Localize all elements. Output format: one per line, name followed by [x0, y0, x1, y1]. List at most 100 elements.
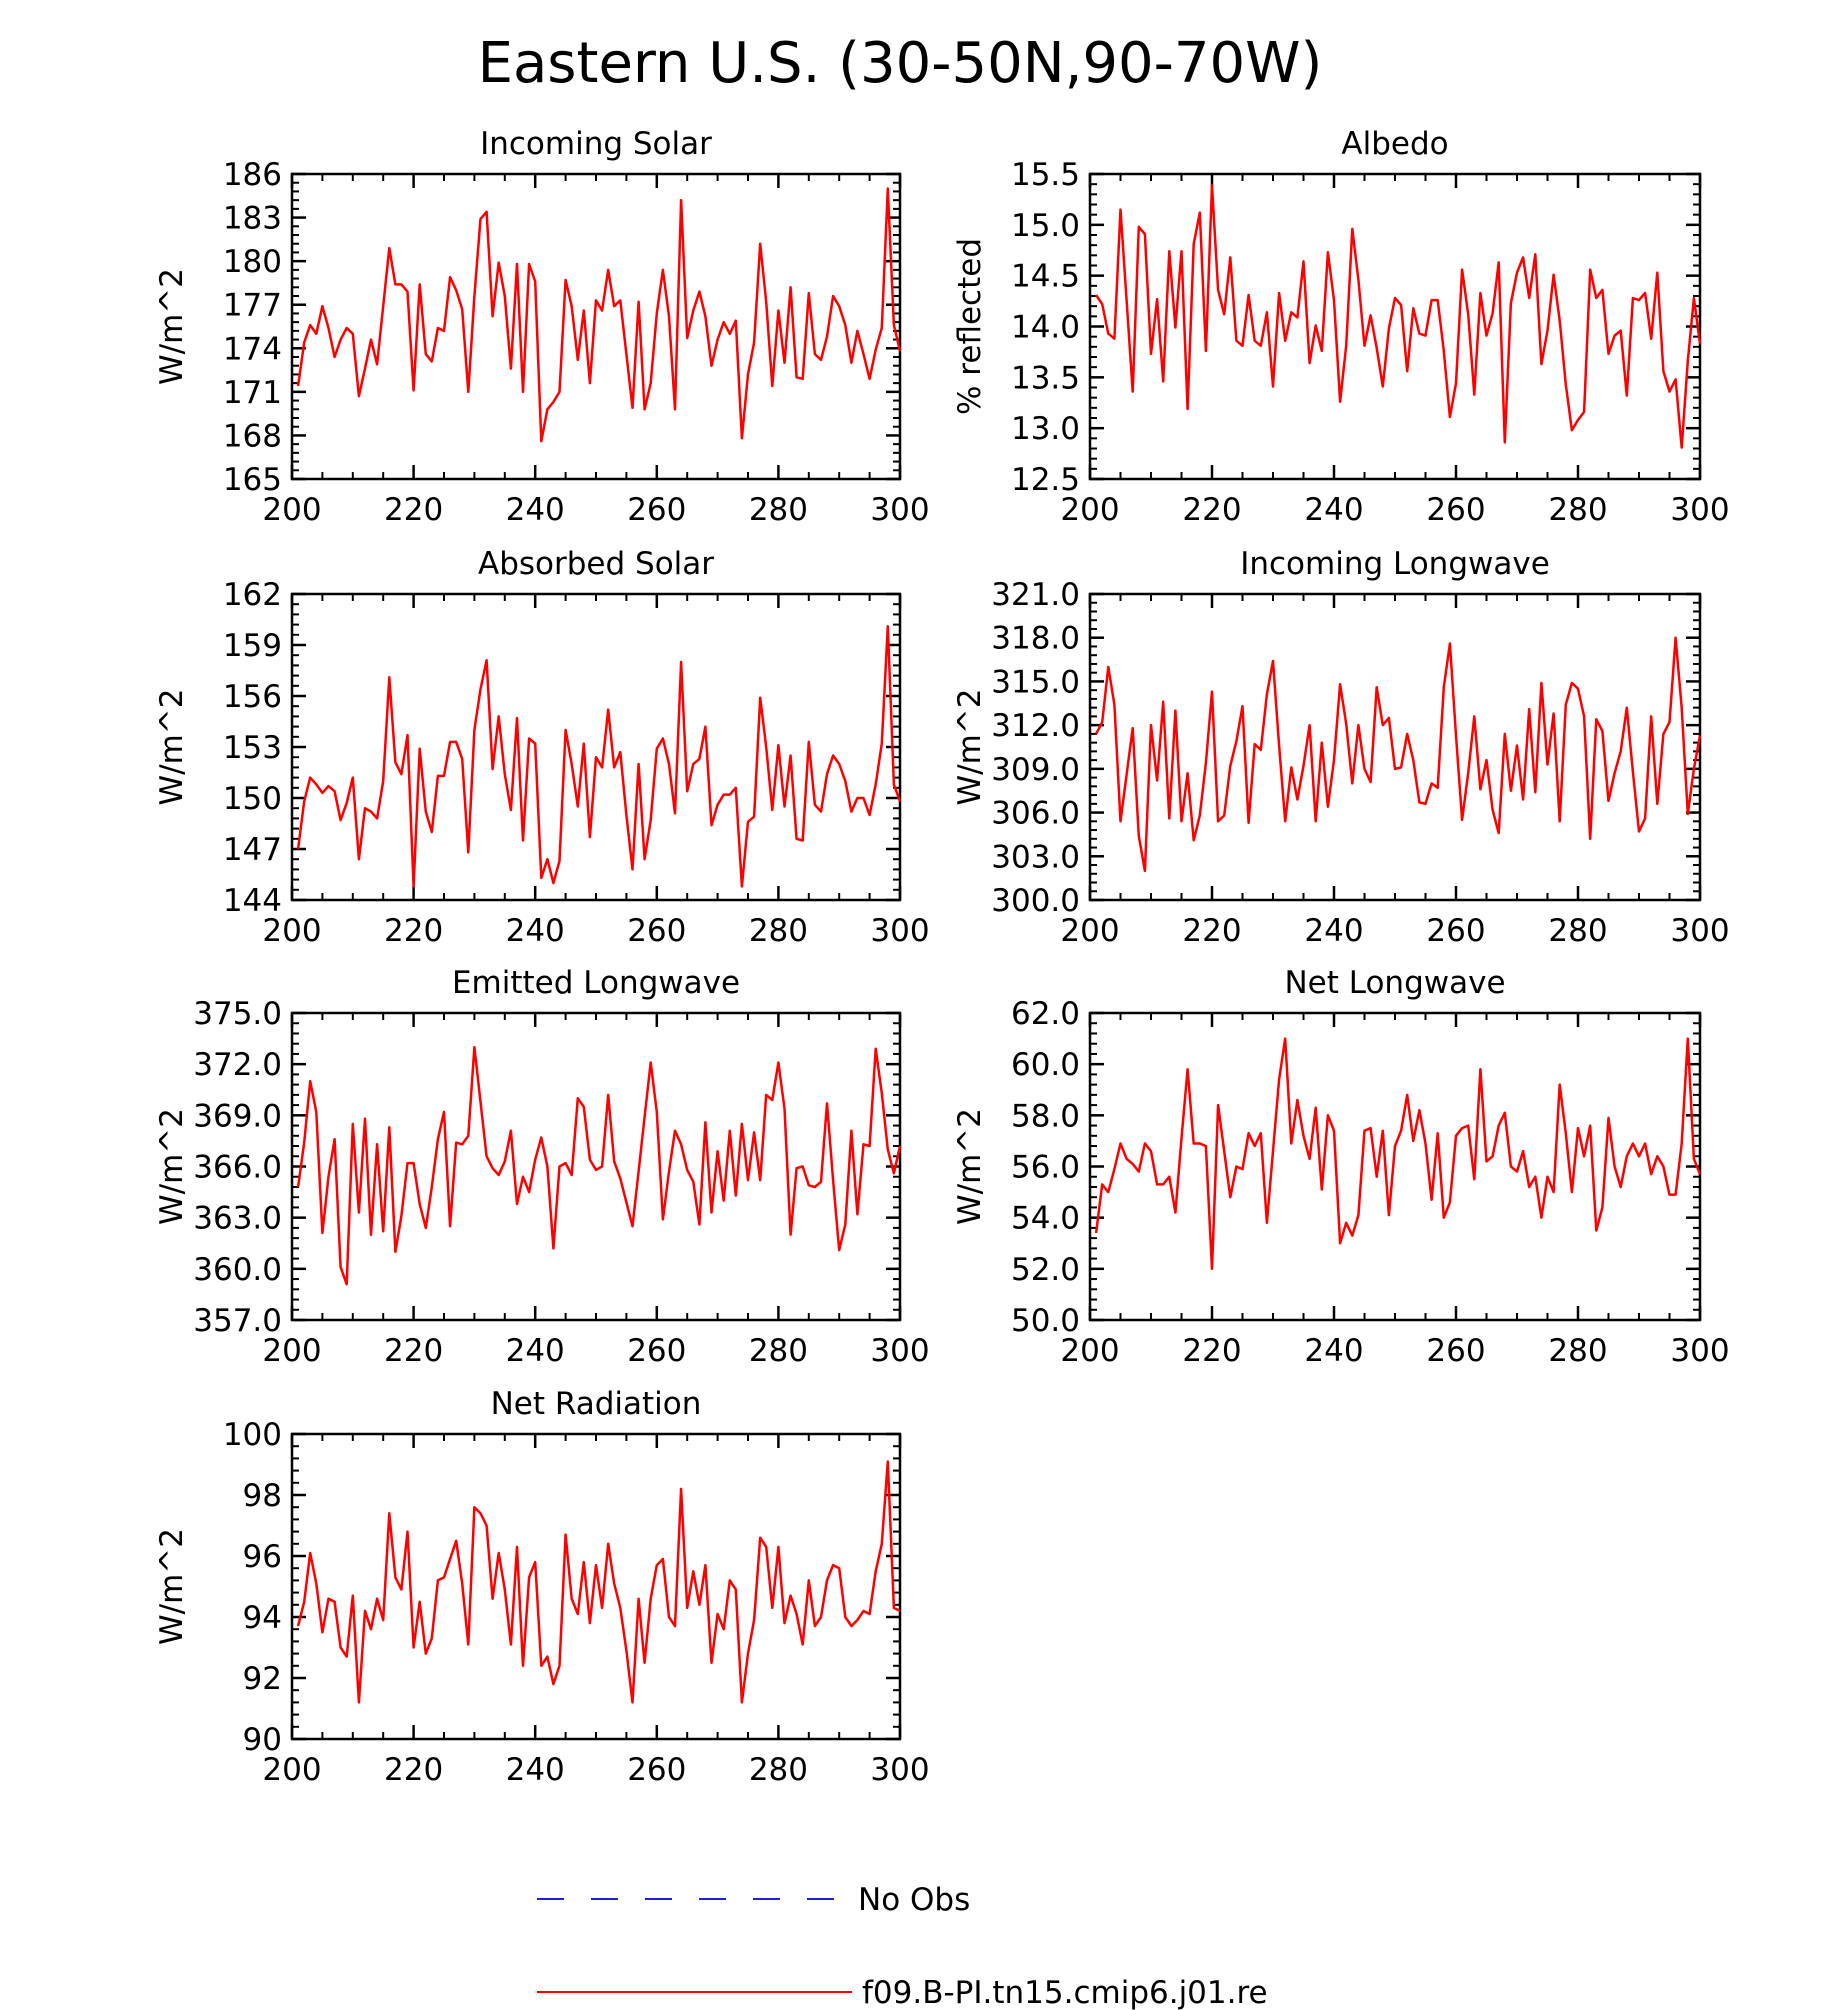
- x-tick-label: 260: [1426, 913, 1485, 949]
- x-tick-label: 200: [262, 492, 321, 528]
- panel-0: 200 220 240 260 280 300 165 168 171 174 177 180 183 1…: [154, 126, 930, 528]
- y-axis-label: W/m^2: [154, 268, 190, 385]
- x-tick-label: 300: [870, 1333, 929, 1369]
- y-tick-label: 62.0: [1011, 996, 1080, 1032]
- y-tick-label: 60.0: [1011, 1047, 1080, 1083]
- y-tick-label: 94: [243, 1600, 282, 1636]
- y-tick-label: 312.0: [991, 708, 1080, 744]
- y-tick-label: 363.0: [193, 1201, 282, 1237]
- x-tick-label: 220: [384, 1752, 443, 1788]
- y-tick-label: 98: [243, 1478, 282, 1514]
- x-tick-label: 260: [627, 1333, 686, 1369]
- plot-frame: [1088, 592, 1702, 902]
- y-tick-label: 186: [223, 157, 282, 193]
- plot-frame: [1088, 172, 1702, 481]
- x-tick-label: 200: [262, 1752, 321, 1788]
- x-tick-label: 220: [1182, 492, 1241, 528]
- x-tick-label: 240: [1304, 1333, 1363, 1369]
- x-tick-label: 240: [506, 1752, 565, 1788]
- y-tick-label: 375.0: [193, 996, 282, 1032]
- x-tick-label: 240: [506, 913, 565, 949]
- y-axis-label: % reflected: [952, 238, 988, 415]
- legend-label-no-obs: No Obs: [858, 1882, 970, 1918]
- x-tick-label: 300: [1670, 1333, 1729, 1369]
- x-tick-label: 260: [1426, 492, 1485, 528]
- x-tick-label: 220: [384, 492, 443, 528]
- y-tick-label: 15.5: [1011, 157, 1080, 193]
- x-tick-label: 200: [1060, 492, 1119, 528]
- panel-title: Incoming Solar: [480, 126, 712, 162]
- panel-5: 200 220 240 260 280 300 50.0 52.0 54.0 56.0 58.0 60…: [952, 965, 1730, 1369]
- x-tick-label: 280: [1548, 492, 1607, 528]
- panel-title: Net Radiation: [491, 1386, 702, 1422]
- legend: No Obs f09.B-PI.tn15.cmip6.j01.re: [537, 1882, 1268, 2010]
- y-tick-label: 13.0: [1011, 411, 1080, 447]
- x-tick-label: 300: [870, 913, 929, 949]
- series-line-0: [1094, 1037, 1702, 1271]
- series-line-0: [296, 1460, 901, 1704]
- x-tick-label: 220: [1182, 1333, 1241, 1369]
- y-tick-label: 90: [243, 1722, 282, 1758]
- y-tick-label: 321.0: [991, 577, 1080, 613]
- y-tick-label: 14.0: [1011, 310, 1080, 346]
- series-line-0: [296, 625, 902, 888]
- y-tick-label: 144: [223, 883, 282, 919]
- y-tick-label: 52.0: [1011, 1252, 1080, 1288]
- x-tick-label: 280: [1548, 913, 1607, 949]
- x-tick-label: 280: [749, 492, 808, 528]
- panel-3: 200 220 240 260 280 300 300.0 303.0 306.0 309.0 31…: [952, 546, 1730, 949]
- x-tick-label: 300: [1670, 913, 1729, 949]
- plot-frame: [290, 172, 902, 481]
- panel-6: 200 220 240 260 280 300 90 92 94 96 98 100 Net Radia…: [154, 1386, 930, 1788]
- y-tick-label: 159: [223, 628, 282, 664]
- y-tick-label: 369.0: [193, 1098, 282, 1134]
- x-tick-label: 280: [1548, 1333, 1607, 1369]
- panel-title: Albedo: [1341, 126, 1448, 162]
- y-axis-label: W/m^2: [154, 1528, 190, 1645]
- chart-panels: 200 220 240 260 280 300 165 168 171 174 177 180 183 1…: [154, 126, 1730, 1788]
- x-tick-label: 220: [384, 913, 443, 949]
- y-axis-label: W/m^2: [952, 689, 988, 806]
- y-tick-label: 150: [223, 781, 282, 817]
- y-tick-label: 92: [243, 1661, 282, 1697]
- x-tick-label: 260: [627, 492, 686, 528]
- x-tick-label: 300: [870, 492, 929, 528]
- y-tick-label: 12.5: [1011, 462, 1080, 498]
- y-axis-label: W/m^2: [154, 1108, 190, 1225]
- x-tick-label: 240: [1304, 913, 1363, 949]
- y-tick-label: 168: [223, 418, 282, 454]
- panel-2: 200 220 240 260 280 300 144 147 150 153 156 159 162 A…: [154, 546, 930, 949]
- y-tick-label: 372.0: [193, 1047, 282, 1083]
- x-tick-label: 300: [870, 1752, 929, 1788]
- x-tick-label: 240: [506, 1333, 565, 1369]
- y-axis-label: W/m^2: [154, 689, 190, 806]
- y-tick-label: 306.0: [991, 796, 1080, 832]
- y-tick-label: 171: [223, 375, 282, 411]
- legend-label-model: f09.B-PI.tn15.cmip6.j01.re: [862, 1975, 1268, 2010]
- x-tick-label: 260: [1426, 1333, 1485, 1369]
- panel-title: Incoming Longwave: [1240, 546, 1550, 582]
- x-tick-label: 200: [1060, 1333, 1119, 1369]
- x-tick-label: 280: [749, 913, 808, 949]
- panel-1: 200 220 240 260 280 300 12.5 13.0 13.5 14.0 14.5 15…: [952, 126, 1730, 528]
- y-tick-label: 366.0: [193, 1150, 282, 1186]
- y-tick-label: 315.0: [991, 664, 1080, 700]
- y-tick-label: 147: [223, 832, 282, 868]
- plot-frame: [1088, 1011, 1702, 1322]
- y-tick-label: 174: [223, 331, 282, 367]
- x-tick-label: 240: [1304, 492, 1363, 528]
- x-tick-label: 280: [749, 1752, 808, 1788]
- series-line-0: [296, 187, 902, 443]
- panel-title: Emitted Longwave: [452, 965, 740, 1001]
- y-tick-label: 96: [243, 1539, 282, 1575]
- y-tick-label: 14.5: [1011, 259, 1080, 295]
- y-axis-label: W/m^2: [952, 1108, 988, 1225]
- y-tick-label: 156: [223, 679, 282, 715]
- y-tick-label: 162: [223, 577, 282, 613]
- panel-title: Net Longwave: [1284, 965, 1505, 1001]
- y-tick-label: 180: [223, 244, 282, 280]
- series-line-0: [296, 1045, 902, 1286]
- x-tick-label: 240: [506, 492, 565, 528]
- y-tick-label: 58.0: [1011, 1098, 1080, 1134]
